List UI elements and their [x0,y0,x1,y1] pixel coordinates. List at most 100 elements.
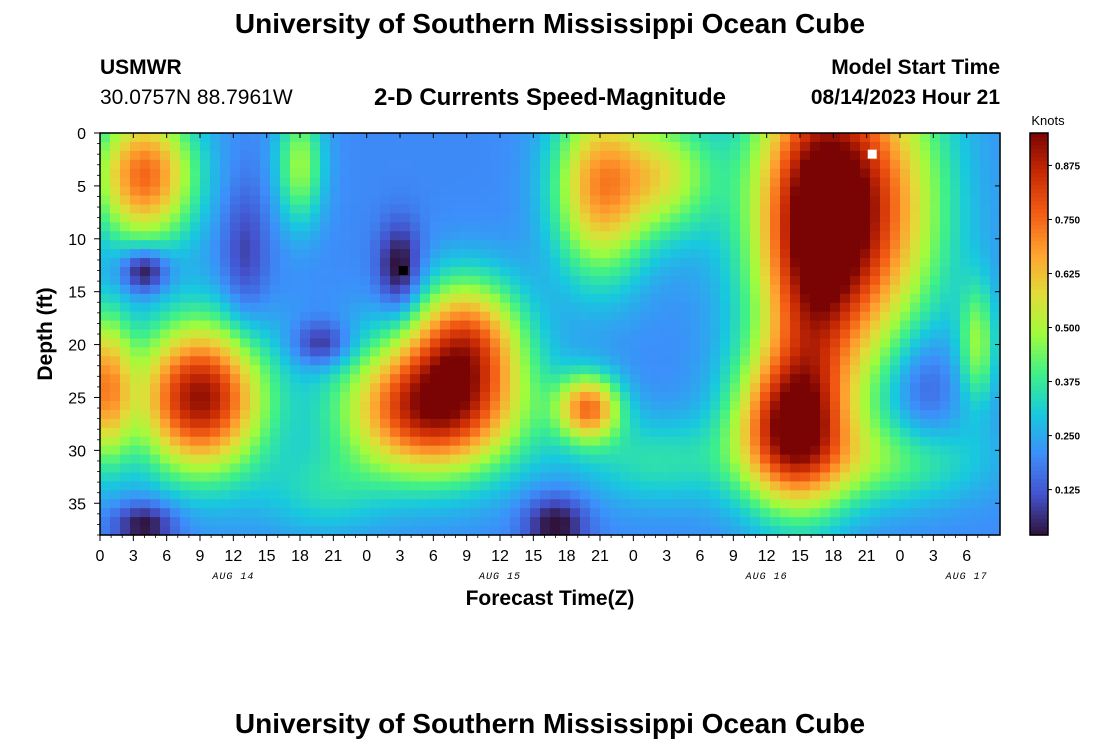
heat-cell [430,204,441,214]
heat-cell [630,347,641,357]
heat-cell [790,267,801,277]
heat-cell [790,159,801,170]
heat-cell [620,436,631,447]
colorbar-segment [1030,245,1048,251]
heat-cell [620,195,631,206]
heat-cell [940,293,951,304]
heat-cell [840,177,851,188]
heat-cell [340,463,351,474]
heat-cell [240,204,251,214]
heat-cell [360,311,371,322]
heat-cell [190,320,201,331]
heat-cell [200,392,211,402]
heat-cell [200,302,211,313]
heat-cell [550,133,561,143]
heat-cell [170,374,181,384]
heat-cell [910,526,921,536]
heat-cell [830,508,841,518]
heat-cell [680,258,691,268]
heat-cell [800,463,811,474]
heat-cell [330,275,341,286]
heat-cell [770,499,781,509]
heat-cell [120,258,131,268]
heat-cell [980,293,991,304]
heat-cell [840,463,851,474]
heat-cell [970,159,981,170]
heat-cell [420,267,431,277]
heat-cell [530,329,541,340]
heat-cell [460,231,471,241]
heat-cell [980,258,991,268]
heat-cell [920,374,931,384]
heat-cell [110,177,121,188]
heat-cell [750,249,761,259]
heat-cell [100,213,111,223]
heat-cell [830,490,841,500]
heat-cell [680,526,691,536]
heat-cell [510,284,521,295]
heat-cell [520,409,531,420]
heat-cell [700,418,711,429]
heat-cell [560,293,571,304]
heat-cell [340,508,351,518]
heat-cell [840,365,851,375]
heat-cell [170,195,181,206]
heat-cell [130,499,141,509]
heat-cell [280,427,291,438]
heat-cell [570,222,581,232]
heat-cell [780,195,791,206]
heat-cell [230,204,241,214]
heat-cell [750,517,761,527]
heat-cell [920,320,931,331]
colorbar-segment [1030,249,1048,255]
heat-cell [760,329,771,340]
heat-cell [140,133,151,143]
heat-cell [370,222,381,232]
heat-cell [800,517,811,527]
heat-cell [270,338,281,348]
heat-cell [330,311,341,322]
heat-cell [930,526,941,536]
heat-cell [250,454,261,465]
heat-cell [810,249,821,259]
x-tick-label: 18 [558,548,576,565]
heat-cell [760,311,771,322]
heat-cell [960,436,971,447]
heat-cell [380,427,391,438]
heat-cell [840,401,851,411]
heat-cell [680,329,691,340]
heat-cell [280,356,291,366]
heat-cell [260,302,271,313]
heat-cell [780,177,791,188]
heat-cell [310,284,321,295]
heat-cell [130,195,141,206]
heat-cell [970,365,981,375]
heat-cell [320,240,331,250]
heat-cell [320,258,331,268]
heat-cell [690,329,701,340]
heat-cell [490,249,501,259]
heat-cell [420,293,431,304]
heat-cell [100,222,111,232]
heat-cell [530,454,541,465]
heat-cell [490,365,501,375]
heat-cell [320,141,331,152]
heat-cell [730,347,741,357]
heat-cell [930,445,941,456]
heat-cell [250,356,261,366]
heat-cell [160,249,171,259]
heat-cell [280,347,291,357]
heat-cell [740,392,751,402]
heat-cell [180,356,191,366]
heat-cell [510,240,521,250]
heat-cell [480,320,491,331]
heat-cell [850,508,861,518]
heat-cell [790,508,801,518]
heat-cell [440,356,451,366]
heat-cell [320,365,331,375]
heat-cell [380,159,391,170]
heat-cell [740,168,751,179]
heat-cell [530,159,541,170]
heat-cell [110,133,121,143]
heat-cell [890,409,901,420]
